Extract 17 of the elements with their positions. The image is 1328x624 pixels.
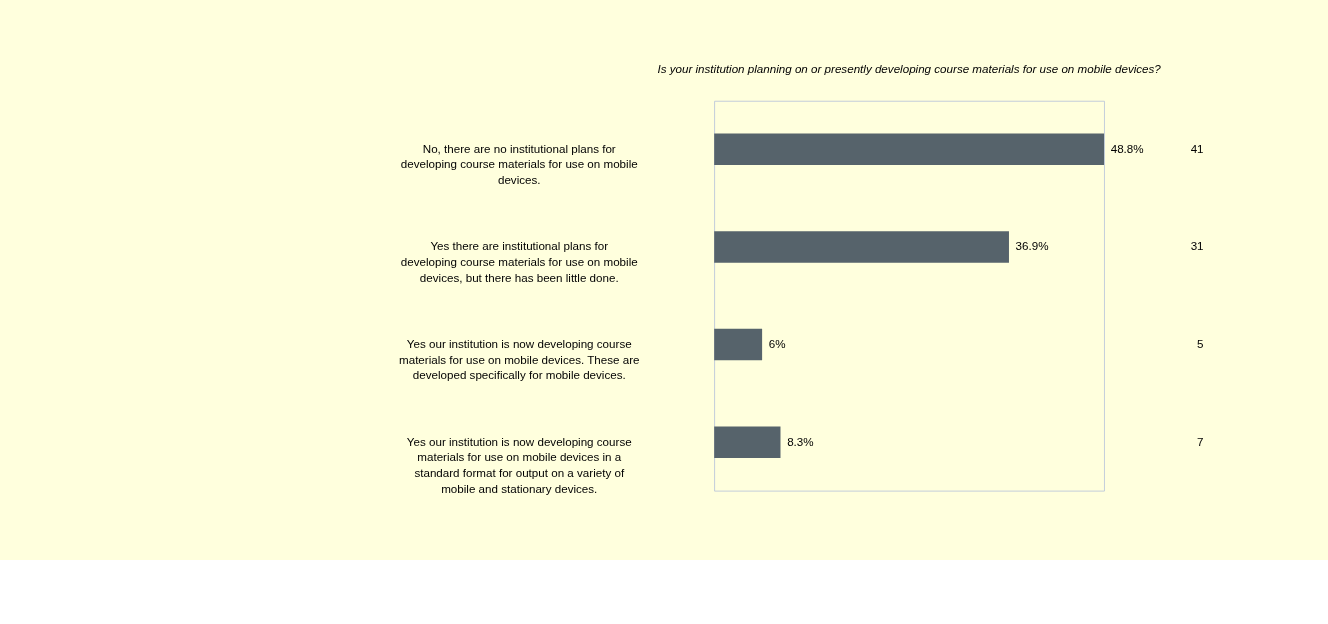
y-tick-label: No, there are no institutional plans for developing course materials for use on mobile devices. [400,141,638,187]
text: 7 [1197,434,1204,448]
data-label: 6% [768,336,786,350]
bar [714,231,1009,263]
bar [714,328,763,361]
bar [714,133,1105,165]
chart-title: Is your institution planning on or presently developing course materials for use on mobile devices? [657,62,1162,76]
y-tick-label: Yes there are institutional plans for developing course materials for use on mobile devices, but there has been little done. [400,239,638,284]
bar [714,426,781,459]
data-label: 48.8% [1110,141,1144,155]
y-tick-label: Yes our institution is now developing course materials for use on mobile devices in a standard format for output on a variety of mobile and stationary devices. [406,434,632,495]
text: 41 [1190,141,1204,155]
text: 5 [1197,336,1204,350]
y-tick-label: Yes our institution is now developing course materials for use on mobile devices. These are developed specifically for mobile devices. [399,336,640,382]
text: 31 [1190,239,1204,253]
data-label: 8.3% [787,434,814,448]
data-label: 36.9% [1015,239,1049,253]
